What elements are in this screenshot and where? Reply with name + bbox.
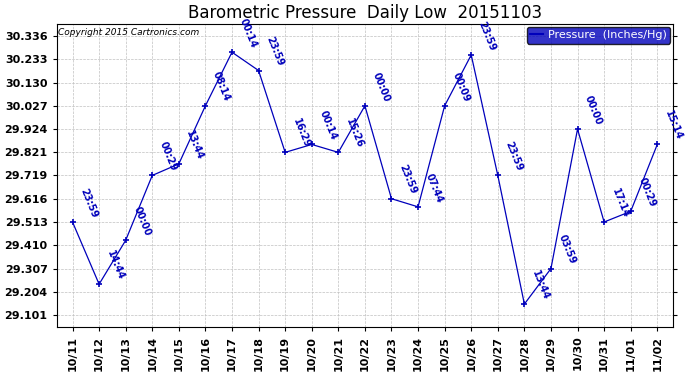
Text: 03:59: 03:59	[557, 233, 578, 266]
Text: 23:59: 23:59	[503, 140, 524, 172]
Text: 00:29: 00:29	[636, 176, 657, 209]
Text: 08:14: 08:14	[211, 70, 232, 103]
Text: 13:44: 13:44	[530, 269, 551, 301]
Text: 00:00: 00:00	[583, 94, 604, 126]
Title: Barometric Pressure  Daily Low  20151103: Barometric Pressure Daily Low 20151103	[188, 4, 542, 22]
Text: 00:29: 00:29	[158, 140, 179, 172]
Text: 00:14: 00:14	[237, 17, 259, 50]
Text: 23:59: 23:59	[264, 35, 285, 68]
Text: 23:59: 23:59	[397, 164, 418, 196]
Text: Copyright 2015 Cartronics.com: Copyright 2015 Cartronics.com	[58, 28, 199, 37]
Text: 07:44: 07:44	[424, 172, 444, 204]
Text: 00:14: 00:14	[317, 109, 338, 142]
Text: 15:14: 15:14	[663, 109, 684, 142]
Text: 15:26: 15:26	[344, 117, 365, 150]
Text: 14:44: 14:44	[105, 249, 126, 281]
Text: 16:29: 16:29	[290, 117, 312, 150]
Text: 00:00: 00:00	[371, 70, 391, 103]
Text: 17:14: 17:14	[610, 187, 631, 219]
Text: 00:09: 00:09	[450, 70, 471, 103]
Text: 13:44: 13:44	[184, 129, 206, 161]
Text: 23:59: 23:59	[477, 20, 497, 52]
Text: 00:00: 00:00	[131, 205, 152, 237]
Text: 23:59: 23:59	[78, 187, 99, 219]
Legend: Pressure  (Inches/Hg): Pressure (Inches/Hg)	[526, 27, 670, 44]
